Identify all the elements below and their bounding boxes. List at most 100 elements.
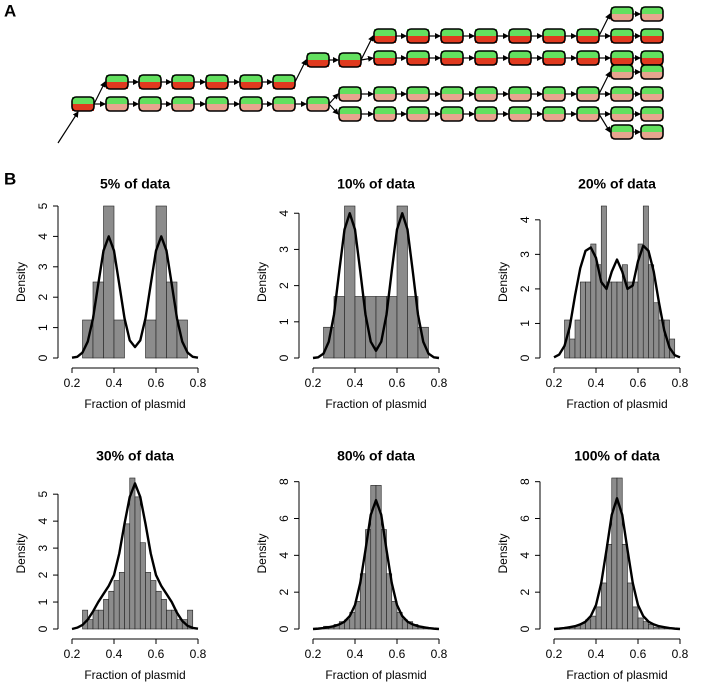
cell-bottom (441, 114, 463, 121)
y-tick-label: 0 (36, 354, 50, 361)
cell-top (611, 107, 633, 114)
cell-bottom (441, 36, 463, 43)
cell-bottom (509, 58, 531, 65)
x-tick-label: 0.2 (305, 376, 322, 390)
cell-node (610, 6, 634, 22)
cell-top (543, 29, 565, 36)
cell-top (641, 125, 663, 132)
cell-bottom (374, 94, 396, 101)
cell-node (406, 86, 430, 102)
cell-top (374, 51, 396, 58)
cell-node (306, 96, 330, 112)
x-tick-label: 0.2 (64, 647, 81, 661)
cell-node (542, 50, 566, 66)
cell-top (307, 97, 329, 104)
lineage-arrow (598, 71, 611, 95)
histogram-bar (145, 572, 152, 630)
y-tick-label: 0 (36, 625, 50, 632)
cell-top (641, 65, 663, 72)
lineage-arrow (598, 113, 611, 133)
histogram-bar (616, 281, 623, 359)
cell-node (576, 28, 600, 44)
x-tick-label: 0.6 (389, 376, 406, 390)
cell-node (610, 106, 634, 122)
histogram-bar (637, 617, 644, 630)
x-tick-label: 0.2 (305, 647, 322, 661)
cell-top (240, 97, 262, 104)
cell-node (406, 28, 430, 44)
cell-top (509, 107, 531, 114)
cell-node (640, 86, 664, 102)
cell-top (339, 107, 361, 114)
chart-title: 100% of data (574, 448, 660, 464)
histogram-bar (595, 606, 602, 630)
cell-node (338, 106, 362, 122)
cell-node (205, 96, 229, 112)
cell-top (172, 75, 194, 82)
cell-top (509, 87, 531, 94)
cell-bottom (611, 94, 633, 101)
cell-bottom (206, 82, 228, 89)
cell-bottom (509, 94, 531, 101)
histogram-bar (108, 590, 115, 630)
x-tick-label: 0.6 (630, 376, 647, 390)
histogram-bar (92, 281, 104, 359)
y-tick-label: 0 (518, 625, 532, 632)
cell-bottom (106, 104, 128, 111)
cell-top (543, 107, 565, 114)
x-tick-label: 0.8 (431, 376, 448, 390)
cell-node (542, 106, 566, 122)
cell-bottom (273, 82, 295, 89)
cell-node (105, 96, 129, 112)
histogram-bar (574, 319, 581, 359)
histogram-bar (97, 609, 104, 630)
y-tick-label: 4 (518, 216, 532, 223)
histogram-bar (606, 281, 613, 359)
cell-bottom (611, 14, 633, 21)
histogram-bar (134, 496, 141, 630)
density-curve (553, 244, 681, 359)
histogram-bar (103, 205, 115, 359)
cell-top (441, 51, 463, 58)
panel-label: B (4, 169, 16, 188)
cell-bottom (339, 94, 361, 101)
histogram-bar (579, 281, 586, 359)
cell-bottom (139, 82, 161, 89)
cell-bottom (441, 94, 463, 101)
cell-bottom (475, 114, 497, 121)
cell-top (339, 87, 361, 94)
histogram-bar (166, 609, 173, 630)
cell-bottom (240, 104, 262, 111)
cell-top (641, 51, 663, 58)
histogram-bar (160, 599, 167, 630)
cell-node (610, 124, 634, 140)
chart-title: 10% of data (337, 176, 415, 192)
cell-node (239, 74, 263, 90)
cell-node (406, 106, 430, 122)
cell-bottom (72, 104, 94, 111)
y-tick-label: 1 (277, 318, 291, 325)
x-tick-label: 0.8 (190, 376, 207, 390)
y-tick-label: 0 (277, 625, 291, 632)
y-tick-label: 8 (518, 478, 532, 485)
cell-node (576, 50, 600, 66)
cell-top (475, 29, 497, 36)
y-tick-label: 3 (277, 246, 291, 253)
y-axis-label: Density (496, 262, 510, 302)
y-tick-label: 2 (518, 285, 532, 292)
cell-node (138, 96, 162, 112)
x-axis-label: Fraction of plasmid (566, 397, 667, 411)
cell-node (610, 50, 634, 66)
y-tick-label: 1 (518, 320, 532, 327)
cell-bottom (475, 36, 497, 43)
lineage-arrow (93, 81, 106, 105)
cell-top (407, 29, 429, 36)
histogram-bar (155, 205, 167, 359)
x-tick-label: 0.8 (190, 647, 207, 661)
histogram-bar (585, 281, 592, 359)
histogram-bar (627, 582, 634, 630)
x-tick-label: 0.2 (546, 376, 563, 390)
cell-node (542, 28, 566, 44)
cell-node (272, 96, 296, 112)
histogram-bar (653, 302, 660, 359)
